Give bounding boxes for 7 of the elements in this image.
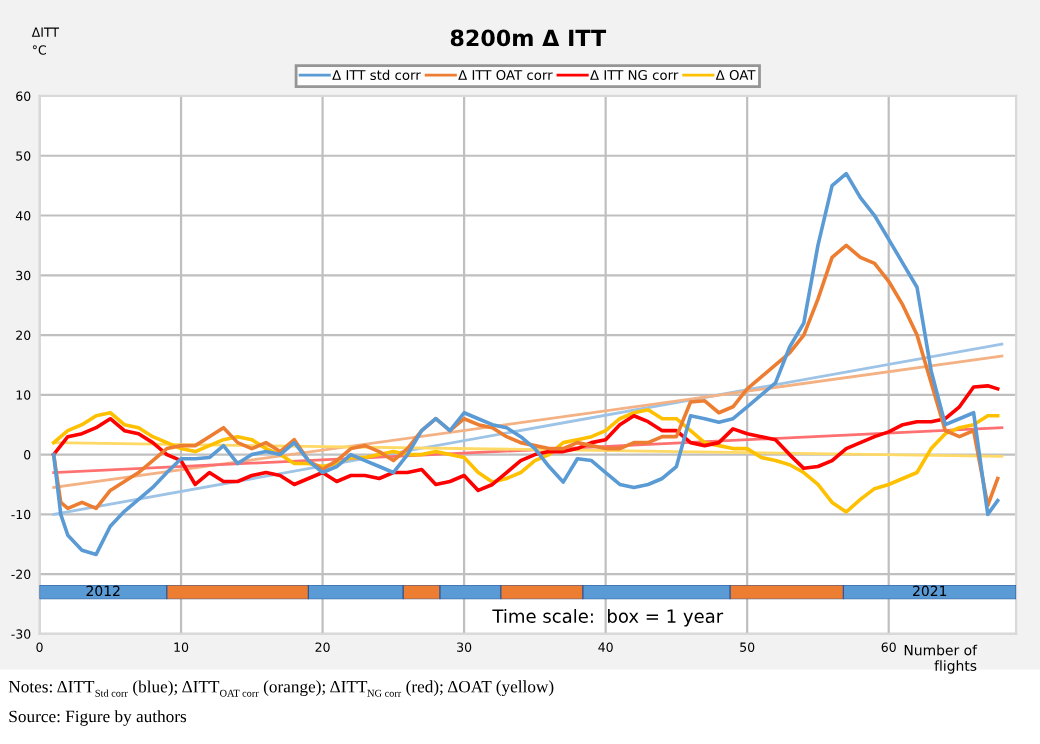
annotation: Time scale: box = 1 year	[492, 609, 724, 627]
line-series	[51, 243, 1000, 511]
chart-title: 8200m Δ ITT	[450, 29, 607, 47]
line-series	[51, 407, 1000, 514]
line-series	[51, 384, 1000, 493]
line-series	[51, 171, 1000, 557]
source-note: Source: Figure by authors	[9, 710, 187, 726]
